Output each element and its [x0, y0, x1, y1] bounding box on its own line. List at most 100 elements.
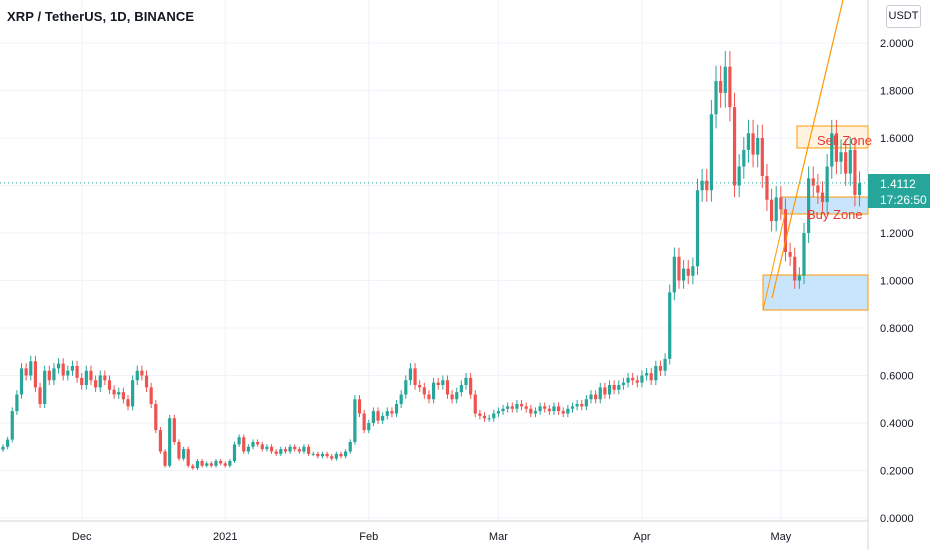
candle-body: [84, 370, 88, 385]
candle-body: [621, 382, 626, 385]
candle-body: [293, 446, 297, 450]
candle-body: [154, 404, 158, 431]
candle-body: [682, 268, 686, 281]
candle-body: [700, 180, 704, 191]
y-tick-label: 0.0000: [880, 513, 914, 525]
candle-body: [695, 190, 700, 267]
candle-body: [617, 385, 621, 390]
candle-body: [751, 133, 755, 155]
candle-body: [283, 449, 288, 452]
candle-body: [279, 449, 283, 454]
candle-body: [385, 411, 389, 416]
candle-body: [399, 394, 403, 404]
x-tick-label: Dec: [72, 531, 92, 543]
candle-body: [529, 408, 533, 414]
candle-body: [464, 377, 468, 385]
candle-body: [242, 437, 246, 452]
candle-body: [61, 363, 65, 376]
candle-body: [640, 375, 644, 383]
candle-body: [427, 394, 431, 400]
y-tick-label: 2.0000: [880, 38, 914, 50]
y-tick-label: 0.4000: [880, 418, 914, 430]
bar-countdown: 17:26:50: [880, 192, 927, 207]
candle-body: [408, 368, 413, 381]
candle-body: [487, 418, 491, 420]
y-tick-label: 0.6000: [880, 371, 914, 383]
candle-body: [316, 453, 320, 457]
candle-body: [47, 370, 51, 381]
candle-body: [390, 411, 394, 414]
x-tick-label: Feb: [359, 531, 378, 543]
candle-body: [728, 66, 732, 108]
candle-body: [330, 456, 334, 459]
candle-body: [626, 377, 630, 383]
candle-body: [774, 197, 778, 222]
candle-body: [367, 423, 371, 431]
candle-body: [56, 363, 61, 369]
candle-body: [223, 463, 227, 466]
price-axis: 0.0000 0.2000 0.4000 0.6000 0.8000 1.0000 1.20…: [880, 38, 914, 525]
candle-body: [376, 411, 380, 421]
candle-body: [200, 461, 204, 466]
candle-body: [140, 370, 144, 376]
candle-body: [117, 392, 121, 395]
candle-body: [589, 394, 593, 400]
candle-body: [557, 406, 561, 412]
candle-body: [265, 446, 269, 450]
candle-body: [70, 366, 75, 371]
candle-body: [214, 461, 218, 466]
zone-connector-line: [762, 213, 786, 311]
candle-body: [228, 461, 232, 466]
candle-body: [297, 449, 301, 452]
candle-body: [732, 107, 737, 186]
candle-body: [663, 358, 667, 371]
candle-body: [686, 268, 690, 276]
buy-zone-label[interactable]: Buy Zone: [807, 207, 863, 222]
candle-body: [658, 366, 663, 371]
candle-body: [371, 411, 375, 423]
candle-body: [219, 461, 223, 464]
candle-body: [353, 399, 357, 442]
candle-body: [172, 418, 176, 442]
y-tick-label: 1.6000: [880, 133, 914, 145]
candle-body: [158, 430, 163, 452]
candle-body: [482, 415, 487, 419]
candle-body: [186, 449, 190, 466]
x-tick-label: Mar: [489, 531, 508, 543]
candle-body: [719, 81, 723, 93]
candle-body: [737, 166, 741, 186]
candle-body: [825, 166, 829, 203]
candle-body: [672, 256, 676, 293]
candle-body: [811, 178, 815, 186]
last-price-tag: 1.4112 17:26:50: [868, 173, 930, 208]
candle-body: [844, 152, 848, 174]
candle-body: [24, 368, 28, 376]
candle-body: [594, 394, 598, 400]
candle-body: [469, 377, 473, 395]
candle-body: [98, 375, 102, 388]
sell-zone-label[interactable]: Sell Zone: [817, 133, 872, 148]
candle-body: [506, 406, 510, 409]
candle-body: [515, 404, 519, 409]
chart-grid: [0, 0, 869, 550]
candle-body: [598, 387, 602, 400]
candle-body: [691, 266, 695, 276]
candle-body: [195, 461, 200, 469]
currency-selector[interactable]: USDT: [886, 5, 921, 28]
candle-body: [649, 373, 653, 381]
candle-body: [631, 377, 635, 381]
candle-body: [524, 406, 528, 409]
candle-body: [80, 377, 84, 385]
candle-body: [478, 413, 482, 416]
candle-body: [131, 380, 135, 407]
candle-body: [839, 152, 843, 162]
drawing-lines: [762, 0, 844, 311]
candle-body: [677, 256, 681, 281]
candle-body: [644, 373, 649, 376]
y-tick-label: 0.8000: [880, 323, 914, 335]
candle-body: [168, 418, 172, 466]
candle-body: [29, 361, 33, 376]
candle-body: [269, 446, 274, 452]
candle-body: [357, 399, 362, 414]
